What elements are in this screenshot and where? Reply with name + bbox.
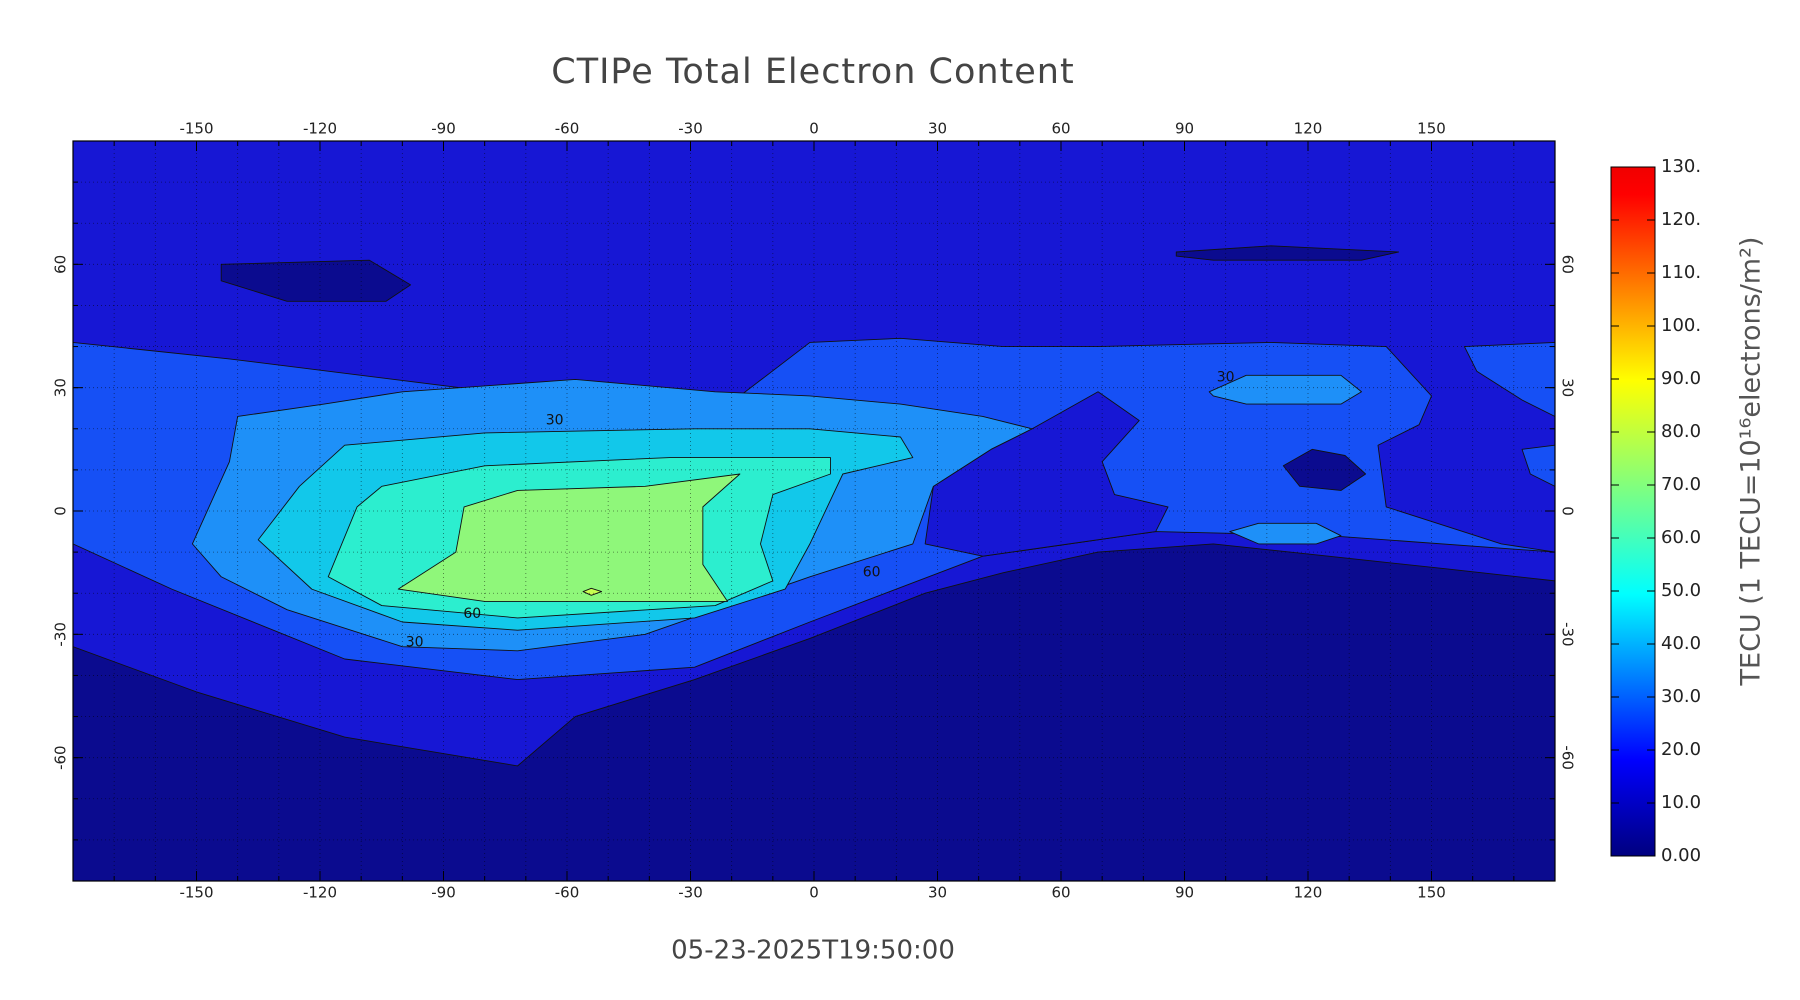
y-tick-label: 0: [1559, 506, 1577, 516]
colorbar-label: TECU (1 TECU=10¹⁶electrons/m²): [1736, 237, 1767, 687]
x-tick-label: -90: [431, 884, 456, 902]
y-tick-label: 60: [52, 255, 70, 274]
x-tick-label: 30: [928, 884, 947, 902]
x-tick-label: 150: [1417, 884, 1446, 902]
contour-label: 30: [406, 635, 424, 651]
x-tick-label: -90: [431, 120, 456, 138]
chart-title: CTIPe Total Electron Content: [551, 52, 1074, 92]
contour-label: 60: [463, 606, 481, 622]
x-tick-label: 60: [1051, 120, 1070, 138]
x-tick-label: 0: [809, 120, 819, 138]
x-tick-label: -30: [678, 120, 703, 138]
x-tick-label: -60: [555, 884, 580, 902]
contour-region: [1208, 374, 1362, 405]
x-tick-label: -30: [678, 884, 703, 902]
contour-region: [73, 543, 1555, 881]
colorbar-tick-label: 130.: [1661, 156, 1701, 177]
x-tick-label: 150: [1417, 120, 1446, 138]
x-tick-label: 30: [928, 120, 947, 138]
colorbar-tick-label: 10.0: [1661, 792, 1701, 813]
contour-region: [1463, 341, 1555, 417]
y-tick-label: 30: [52, 378, 70, 397]
x-tick-label: 120: [1294, 884, 1323, 902]
x-tick-label: 0: [809, 884, 819, 902]
contour-region: [220, 259, 412, 302]
timestamp: 05-23-2025T19:50:00: [671, 936, 955, 966]
contour-region: [397, 473, 741, 602]
colorbar-tick-label: 50.0: [1661, 580, 1701, 601]
colorbar-tick-label: 40.0: [1661, 633, 1701, 654]
x-tick-label: -120: [303, 884, 337, 902]
x-tick-label: 90: [1175, 884, 1194, 902]
x-tick-label: -150: [179, 120, 213, 138]
colorbar-tick-label: 60.0: [1661, 527, 1701, 548]
contour-region: [582, 587, 603, 596]
y-tick-label: 30: [1559, 378, 1577, 397]
contour-region: [1175, 245, 1400, 261]
axes: -150 -150 -120 -120 -90 -90 -60 -60 -30 -30 0 0 30 30…: [52, 120, 1577, 902]
y-tick-label: -60: [1559, 745, 1577, 770]
contour-region: [1229, 522, 1342, 545]
x-tick-label: -120: [303, 120, 337, 138]
colorbar-tick-label: 70.0: [1661, 474, 1701, 495]
contour-label: 60: [863, 565, 881, 581]
x-tick-label: 120: [1294, 120, 1323, 138]
y-tick-label: -30: [1559, 622, 1577, 647]
colorbar-tick-label: 80.0: [1661, 421, 1701, 442]
colorbar-tick-label: 30.0: [1661, 686, 1701, 707]
colorbar-tick-label: 120.: [1661, 209, 1701, 230]
x-tick-label: 90: [1175, 120, 1194, 138]
y-tick-label: -60: [52, 745, 70, 770]
y-tick-label: 0: [52, 506, 70, 516]
contour-region: [1521, 444, 1555, 487]
colorbar-tick-label: 0.00: [1661, 845, 1701, 866]
contour-label: 30: [546, 413, 564, 429]
colorbar-tick-label: 20.0: [1661, 739, 1701, 760]
colorbar-ticks: 0.00 10.0 20.0 30.0 40.0 50.0 60.0 70.0 80.0 90.0…: [1611, 156, 1701, 866]
colorbar: [1610, 166, 1656, 857]
x-tick-label: 60: [1051, 884, 1070, 902]
y-tick-label: 60: [1559, 255, 1577, 274]
contour-region: [1282, 448, 1367, 491]
grid: [73, 141, 1555, 881]
colorbar-tick-label: 90.0: [1661, 368, 1701, 389]
colorbar-tick-label: 110.: [1661, 262, 1701, 283]
x-tick-label: -150: [179, 884, 213, 902]
x-tick-label: -60: [555, 120, 580, 138]
colorbar-tick-label: 100.: [1661, 315, 1701, 336]
y-tick-label: -30: [52, 622, 70, 647]
